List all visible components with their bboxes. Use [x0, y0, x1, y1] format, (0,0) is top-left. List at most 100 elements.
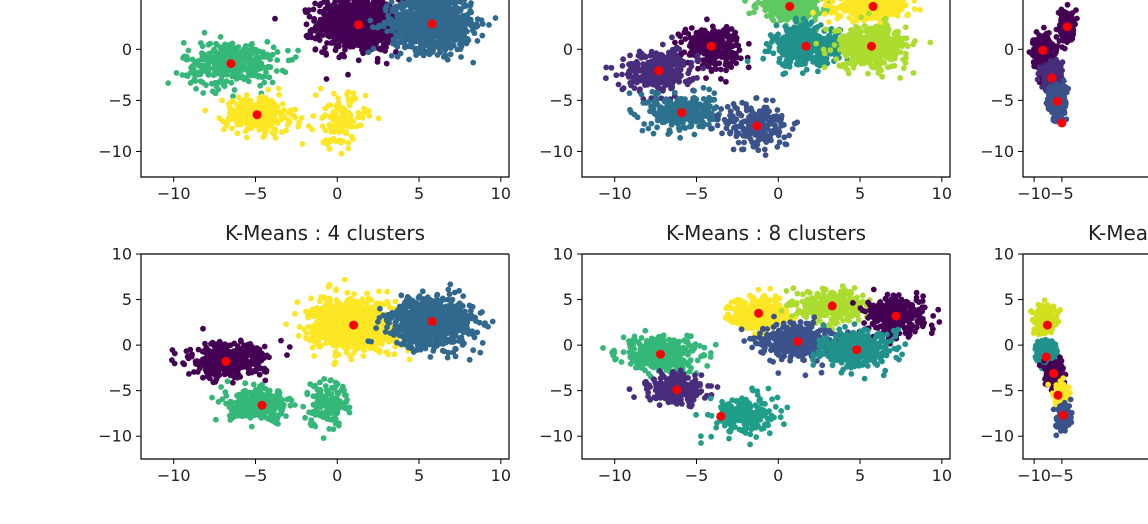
data-point	[347, 97, 353, 104]
data-point	[768, 10, 775, 17]
data-point	[653, 75, 660, 82]
data-point	[381, 42, 388, 49]
data-point	[331, 114, 337, 120]
data-point	[802, 55, 809, 62]
data-point	[409, 5, 416, 11]
data-point	[431, 2, 438, 9]
data-point	[769, 39, 775, 45]
data-point	[830, 8, 837, 14]
data-point	[693, 104, 700, 111]
data-point	[331, 35, 338, 41]
data-point	[619, 62, 626, 69]
data-point	[800, 24, 807, 31]
data-point	[677, 134, 684, 141]
data-point	[770, 50, 777, 57]
data-point	[927, 39, 934, 46]
data-point	[881, 16, 887, 23]
data-point	[183, 56, 190, 63]
data-point	[473, 21, 480, 27]
data-point	[367, 29, 374, 36]
centroid-markers	[226, 19, 437, 120]
data-point	[397, 50, 404, 57]
data-point	[815, 68, 821, 75]
data-point	[329, 40, 335, 46]
data-point	[814, 24, 821, 30]
data-point	[199, 43, 206, 50]
data-point	[384, 28, 391, 35]
data-point	[231, 114, 238, 121]
data-point	[336, 54, 343, 61]
data-point	[325, 20, 332, 27]
data-point	[447, 51, 454, 58]
data-point	[887, 37, 894, 44]
data-point	[211, 46, 217, 53]
data-point	[733, 37, 740, 44]
centroid-marker	[252, 110, 262, 120]
data-point	[312, 35, 319, 42]
data-point	[648, 120, 655, 127]
data-point	[782, 63, 788, 69]
data-point	[655, 90, 661, 96]
data-point	[367, 17, 374, 24]
data-point	[681, 29, 688, 36]
data-point	[703, 57, 709, 64]
data-point	[884, 23, 891, 30]
data-point	[852, 58, 858, 65]
data-point	[423, 6, 430, 13]
data-point	[825, 0, 831, 2]
data-point	[225, 101, 232, 107]
data-point	[440, 19, 446, 26]
data-point	[791, 53, 798, 60]
data-point	[324, 11, 331, 18]
data-point	[454, 23, 461, 29]
data-point	[878, 25, 885, 32]
data-point	[324, 141, 331, 148]
data-point	[190, 66, 197, 73]
data-point	[793, 18, 799, 25]
data-point	[212, 80, 219, 86]
data-point	[407, 34, 413, 41]
data-point	[323, 50, 329, 57]
data-point	[218, 47, 225, 54]
data-point	[898, 5, 905, 12]
data-point	[335, 42, 342, 49]
data-point	[823, 38, 830, 45]
data-point	[653, 97, 660, 103]
data-point	[804, 50, 811, 56]
data-point	[865, 70, 871, 77]
data-point	[608, 64, 615, 71]
data-point	[656, 85, 662, 92]
data-point	[718, 66, 724, 73]
data-point	[266, 74, 273, 81]
data-point	[393, 4, 400, 11]
axes-frame	[140, 0, 510, 178]
data-point	[626, 61, 632, 68]
centroid-marker	[427, 19, 437, 29]
data-point	[341, 1, 347, 8]
data-point	[319, 115, 325, 121]
data-point	[199, 79, 206, 86]
data-point	[442, 52, 449, 59]
data-point	[406, 56, 412, 63]
data-point	[773, 22, 780, 29]
data-point	[702, 111, 708, 118]
data-point	[691, 131, 698, 138]
data-point	[734, 54, 740, 61]
data-point	[780, 44, 787, 50]
data-point	[365, 107, 372, 114]
data-point	[374, 38, 381, 45]
data-point	[213, 40, 219, 47]
data-point	[237, 64, 244, 71]
x-tick-label: 5	[414, 184, 424, 203]
data-point	[200, 90, 207, 96]
data-point	[304, 34, 311, 41]
data-point	[858, 14, 864, 21]
data-point	[871, 36, 877, 43]
data-point	[452, 5, 458, 11]
data-point	[782, 11, 789, 17]
data-point	[897, 75, 904, 81]
data-point	[725, 63, 731, 69]
data-point	[619, 86, 626, 93]
data-point	[681, 97, 688, 104]
data-point	[764, 4, 770, 11]
